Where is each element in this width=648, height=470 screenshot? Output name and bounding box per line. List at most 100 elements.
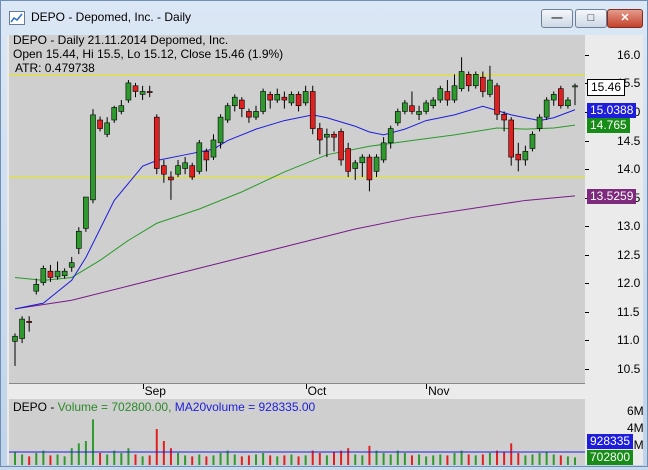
price-tick-label: 13.0 [617,219,641,234]
candle-body [387,128,394,144]
price-tick-label: 11.0 [617,333,640,348]
candle-body [487,79,493,95]
candle-body [458,71,465,89]
candle-body [175,165,181,175]
candle-body [161,165,167,175]
ma-mid-badge: 14.765 [587,118,630,134]
title-bar[interactable]: DEPO - Depomed, Inc. - Daily — □ ✕ [1,1,647,35]
candle-body [203,151,210,161]
ma-slow-line [14,195,576,310]
candle-body [239,99,245,109]
candle-body [47,270,54,278]
candle-body [345,148,351,172]
candle-body [217,116,224,144]
date-tick-mark [426,384,428,389]
candle-body [90,114,96,201]
minimize-icon: — [551,12,563,24]
candle-body [54,270,61,278]
close-button[interactable]: ✕ [607,9,643,28]
candle-body [565,99,571,107]
price-tick-label: 12.5 [617,247,641,262]
date-axis[interactable]: Sep Oct Nov [9,383,585,400]
price-tick-mark [585,169,589,171]
candle-body [550,94,557,101]
candle-body [451,85,458,101]
candle-body [168,176,174,181]
candle-body [189,165,196,178]
candle-body [125,82,132,101]
candle-body [394,111,401,124]
price-tick-mark [585,226,589,228]
volume-chart[interactable] [9,399,585,465]
date-label-sep: Sep [144,384,166,398]
candle-body [210,139,217,158]
candle-body [196,142,203,172]
candle-body [288,94,295,104]
price-tick-mark [585,311,589,313]
price-tick-label: 16.0 [617,47,641,62]
price-chart[interactable] [9,35,585,383]
candle-body [12,335,18,342]
candle-body [317,128,323,141]
legend-atr: ATR: 0.479738 [15,61,95,75]
candle-body [33,284,40,292]
candle-body [402,102,408,112]
candle-body [572,85,578,88]
candle-body [309,91,316,129]
candle-body [480,76,486,92]
candle-body [139,91,146,95]
candle-body [352,162,359,169]
price-panel[interactable]: DEPO - Daily 21.11.2014 Depomed, Inc. Op… [9,33,585,383]
candle-body [522,151,529,161]
price-tick-mark [585,54,589,56]
price-tick-label: 10.5 [617,361,641,376]
price-tick-label: 14.5 [617,133,641,148]
candle-body [253,111,259,118]
ma-mid-line [14,124,576,281]
candle-body [472,74,479,87]
minimize-button[interactable]: — [541,9,573,28]
window-title: DEPO - Depomed, Inc. - Daily [31,10,192,24]
price-tick-label: 14.0 [617,162,641,177]
candle-body [409,105,415,112]
ma-fast-badge: 15.0388 [587,102,637,118]
volume-legend-volume: Volume = 702800.00, [57,400,172,414]
candle-body [380,142,387,161]
candle-body [430,99,437,107]
maximize-button[interactable]: □ [575,9,607,28]
candle-body [373,156,380,172]
close-icon: ✕ [620,12,630,24]
price-tick-label: 11.5 [617,304,640,319]
volume-axis[interactable]: 6M 4M 2M 928335 702800 [585,399,644,465]
volume-panel[interactable]: DEPO - Volume = 702800.00, MA20volume = … [9,399,585,465]
candle-body [118,105,125,112]
candle-body [444,91,451,101]
candle-body [281,96,288,101]
candle-body [83,196,89,229]
price-tick-label: 12.0 [617,276,641,291]
volume-legend-symbol: DEPO - [13,400,58,414]
candle-body [543,99,550,118]
candle-body [267,94,273,101]
volume-ma-badge: 928335 [587,434,634,449]
price-tick-mark [585,254,589,256]
candle-body [132,85,139,92]
candle-body [331,133,337,138]
candle-body [61,270,68,277]
candle-body [104,122,110,135]
candle-body [416,111,422,115]
chart-window-icon[interactable] [9,11,25,25]
candle-body [423,102,429,112]
legend-ohlc: Open 15.44, Hi 15.5, Lo 15.12, Close 15.… [13,47,284,61]
ma-fast-line [14,105,576,310]
candle-body [515,153,522,161]
chart-client-area: DEPO - Daily 21.11.2014 Depomed, Inc. Op… [7,33,644,465]
candle-body [246,111,252,118]
volume-badge: 702800 [587,450,634,465]
candle-body [324,133,330,138]
date-tick-mark [142,384,144,389]
candle-body [508,119,515,158]
candle-body [231,96,238,107]
volume-legend: DEPO - Volume = 702800.00, MA20volume = … [13,400,315,414]
